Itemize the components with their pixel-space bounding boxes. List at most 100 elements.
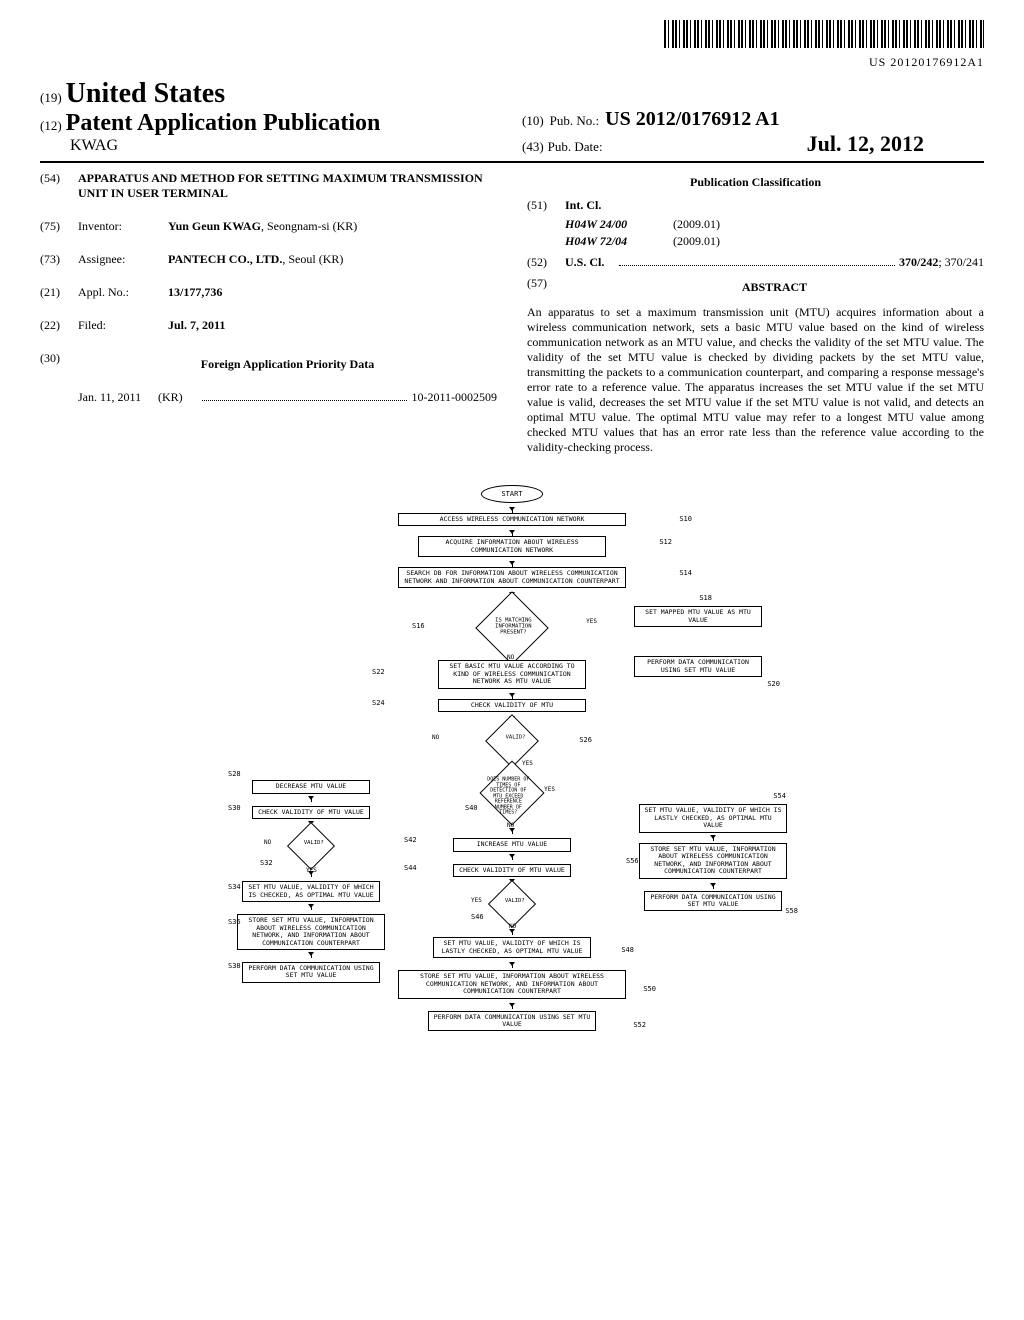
fc-s46-diamond: VALID? bbox=[488, 880, 536, 928]
code-22: (22) bbox=[40, 318, 78, 333]
header-left: (19) United States (12) Patent Applicati… bbox=[40, 78, 502, 157]
invention-title: APPARATUS AND METHOD FOR SETTING MAXIMUM… bbox=[78, 171, 497, 201]
fc-s56: STORE SET MTU VALUE, INFORMATION ABOUT W… bbox=[639, 843, 787, 879]
doc-type: Patent Application Publication bbox=[66, 110, 381, 136]
code-21: (21) bbox=[40, 285, 78, 300]
uscl-primary: 370/242 bbox=[899, 255, 938, 269]
lbl-s34: S34 bbox=[228, 883, 241, 891]
inventor-label: Inventor: bbox=[78, 219, 168, 234]
fc-s46: VALID? bbox=[499, 898, 531, 904]
pubclass-heading: Publication Classification bbox=[527, 175, 984, 190]
lbl-s16: S16 bbox=[412, 622, 425, 630]
intcl-ver-1: (2009.01) bbox=[673, 234, 720, 249]
applno-label: Appl. No.: bbox=[78, 285, 168, 300]
field-73: (73) Assignee: PANTECH CO., LTD., Seoul … bbox=[40, 252, 497, 267]
no-2: NO bbox=[432, 734, 439, 741]
fc-left-col: S28 DECREASE MTU VALUE S30 CHECK VALIDIT… bbox=[232, 770, 390, 1041]
lbl-s58: S58 bbox=[785, 907, 798, 915]
lbl-s52: S52 bbox=[633, 1021, 646, 1029]
fc-s48: SET MTU VALUE, VALIDITY OF WHICH IS LAST… bbox=[433, 937, 591, 958]
fc-s26: VALID? bbox=[498, 735, 534, 741]
fc-s50: STORE SET MTU VALUE, INFORMATION ABOUT W… bbox=[398, 970, 626, 998]
intcl-1: H04W 72/04 bbox=[565, 234, 665, 249]
filed-label: Filed: bbox=[78, 318, 168, 333]
fc-right-col: S54 SET MTU VALUE, VALIDITY OF WHICH IS … bbox=[634, 770, 792, 1041]
intcl-row-1: H04W 72/04 (2009.01) bbox=[527, 234, 984, 249]
code-75: (75) bbox=[40, 219, 78, 234]
yes-4: YES bbox=[544, 786, 555, 793]
yes-5: YES bbox=[471, 897, 482, 904]
priority-date: Jan. 11, 2011 bbox=[78, 390, 158, 405]
inventor-loc: , Seongnam-si (KR) bbox=[261, 219, 357, 233]
fc-s44: CHECK VALIDITY OF MTU VALUE bbox=[453, 864, 571, 877]
fc-start: START bbox=[481, 485, 543, 503]
right-column: Publication Classification (51) Int. Cl.… bbox=[527, 171, 984, 455]
header-right: (10) Pub. No.: US 2012/0176912 A1 (43) P… bbox=[502, 78, 984, 157]
lbl-s24: S24 bbox=[372, 699, 385, 707]
lbl-s32: S32 bbox=[260, 859, 273, 867]
lbl-s28: S28 bbox=[228, 770, 241, 778]
fc-s36: STORE SET MTU VALUE, INFORMATION ABOUT W… bbox=[237, 914, 385, 950]
inventor-name: Yun Geun KWAG bbox=[168, 219, 261, 233]
appl-number: 13/177,736 bbox=[168, 285, 497, 300]
fc-s24: CHECK VALIDITY OF MTU bbox=[438, 699, 586, 712]
fc-s20: PERFORM DATA COMMUNICATION USING SET MTU… bbox=[634, 656, 762, 677]
fc-s16: IS MATCHING INFORMATION PRESENT? bbox=[488, 618, 538, 636]
lbl-s48: S48 bbox=[621, 946, 634, 954]
field-22: (22) Filed: Jul. 7, 2011 bbox=[40, 318, 497, 333]
barcode-text: US 20120176912A1 bbox=[40, 55, 984, 70]
uscl-secondary: ; 370/241 bbox=[938, 255, 984, 269]
field-30: (30) Foreign Application Priority Data bbox=[40, 351, 497, 382]
code-54: (54) bbox=[40, 171, 78, 201]
code-43: (43) bbox=[522, 139, 544, 154]
no-3: NO bbox=[264, 839, 271, 846]
intcl-row-0: H04W 24/00 (2009.01) bbox=[527, 217, 984, 232]
document-header: (19) United States (12) Patent Applicati… bbox=[40, 78, 984, 163]
intcl-ver-0: (2009.01) bbox=[673, 217, 720, 232]
fc-s42: INCREASE MTU VALUE bbox=[453, 838, 571, 851]
filed-date: Jul. 7, 2011 bbox=[168, 318, 497, 333]
dots-2 bbox=[619, 255, 895, 266]
abstract-heading: ABSTRACT bbox=[565, 280, 984, 295]
flowchart-figure: START ACCESS WIRELESS COMMUNICATION NETW… bbox=[232, 485, 792, 1041]
lbl-s14: S14 bbox=[679, 569, 692, 577]
priority-heading: Foreign Application Priority Data bbox=[78, 357, 497, 372]
fc-s58: PERFORM DATA COMMUNICATION USING SET MTU… bbox=[644, 891, 782, 912]
field-21: (21) Appl. No.: 13/177,736 bbox=[40, 285, 497, 300]
fc-s38: PERFORM DATA COMMUNICATION USING SET MTU… bbox=[242, 962, 380, 983]
fc-center-col: DOES NUMBER OF TIMES OF DETECTION OF MTU… bbox=[398, 770, 626, 1041]
lbl-s42: S42 bbox=[404, 836, 417, 844]
lbl-s50: S50 bbox=[643, 985, 656, 993]
fc-s14: SEARCH DB FOR INFORMATION ABOUT WIRELESS… bbox=[398, 567, 626, 588]
lbl-s22: S22 bbox=[372, 668, 385, 676]
dots bbox=[202, 390, 407, 401]
priority-number: 10-2011-0002509 bbox=[411, 390, 497, 405]
assignee-loc: , Seoul (KR) bbox=[282, 252, 343, 266]
assignee-label: Assignee: bbox=[78, 252, 168, 267]
field-57: (57) ABSTRACT bbox=[527, 276, 984, 301]
fc-three-columns: S28 DECREASE MTU VALUE S30 CHECK VALIDIT… bbox=[232, 770, 792, 1041]
code-12: (12) bbox=[40, 118, 62, 133]
lbl-s12: S12 bbox=[659, 538, 672, 546]
field-51: (51) Int. Cl. bbox=[527, 198, 984, 213]
fc-s40: DOES NUMBER OF TIMES OF DETECTION OF MTU… bbox=[486, 778, 530, 817]
pubno-label: Pub. No.: bbox=[550, 113, 599, 129]
lbl-s36: S36 bbox=[228, 918, 241, 926]
lbl-s40: S40 bbox=[465, 804, 478, 812]
code-10: (10) bbox=[522, 113, 544, 129]
yes-2: YES bbox=[522, 760, 533, 767]
code-57: (57) bbox=[527, 276, 565, 301]
pubdate-label: Pub. Date: bbox=[548, 139, 603, 154]
lbl-s26: S26 bbox=[579, 736, 592, 744]
fc-s32-diamond: VALID? bbox=[287, 822, 335, 870]
biblio-columns: (54) APPARATUS AND METHOD FOR SETTING MA… bbox=[40, 171, 984, 455]
left-column: (54) APPARATUS AND METHOD FOR SETTING MA… bbox=[40, 171, 497, 455]
lbl-s30: S30 bbox=[228, 804, 241, 812]
priority-data: Jan. 11, 2011 (KR) 10-2011-0002509 bbox=[40, 390, 497, 405]
field-75: (75) Inventor: Yun Geun KWAG, Seongnam-s… bbox=[40, 219, 497, 234]
assignee-name: PANTECH CO., LTD. bbox=[168, 252, 282, 266]
fc-s32: VALID? bbox=[298, 840, 330, 846]
lbl-s10: S10 bbox=[679, 515, 692, 523]
barcode-bars bbox=[664, 20, 984, 48]
lbl-s18: S18 bbox=[699, 594, 712, 602]
